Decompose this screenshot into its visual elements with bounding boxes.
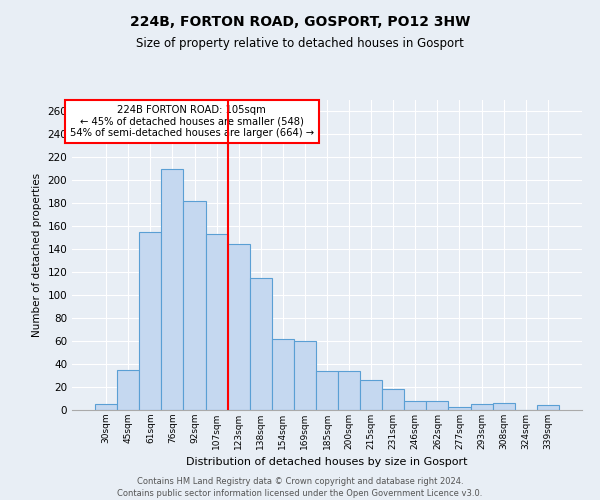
Bar xyxy=(360,380,382,410)
Bar xyxy=(493,403,515,410)
Text: Size of property relative to detached houses in Gosport: Size of property relative to detached ho… xyxy=(136,38,464,51)
Bar xyxy=(95,404,117,410)
X-axis label: Distribution of detached houses by size in Gosport: Distribution of detached houses by size … xyxy=(186,458,468,468)
Bar xyxy=(427,401,448,410)
Bar xyxy=(404,401,427,410)
Bar xyxy=(316,371,338,410)
Text: Contains public sector information licensed under the Open Government Licence v3: Contains public sector information licen… xyxy=(118,489,482,498)
Bar xyxy=(184,201,206,410)
Bar xyxy=(272,339,294,410)
Bar xyxy=(382,390,404,410)
Bar xyxy=(227,244,250,410)
Bar xyxy=(250,278,272,410)
Bar xyxy=(161,169,184,410)
Bar xyxy=(117,370,139,410)
Text: 224B, FORTON ROAD, GOSPORT, PO12 3HW: 224B, FORTON ROAD, GOSPORT, PO12 3HW xyxy=(130,15,470,29)
Text: Contains HM Land Registry data © Crown copyright and database right 2024.: Contains HM Land Registry data © Crown c… xyxy=(137,478,463,486)
Text: 224B FORTON ROAD: 105sqm
← 45% of detached houses are smaller (548)
54% of semi-: 224B FORTON ROAD: 105sqm ← 45% of detach… xyxy=(70,104,314,138)
Bar xyxy=(537,406,559,410)
Bar xyxy=(206,234,227,410)
Bar xyxy=(470,404,493,410)
Y-axis label: Number of detached properties: Number of detached properties xyxy=(32,173,42,337)
Bar xyxy=(448,406,470,410)
Bar xyxy=(294,341,316,410)
Bar xyxy=(338,371,360,410)
Bar xyxy=(139,232,161,410)
